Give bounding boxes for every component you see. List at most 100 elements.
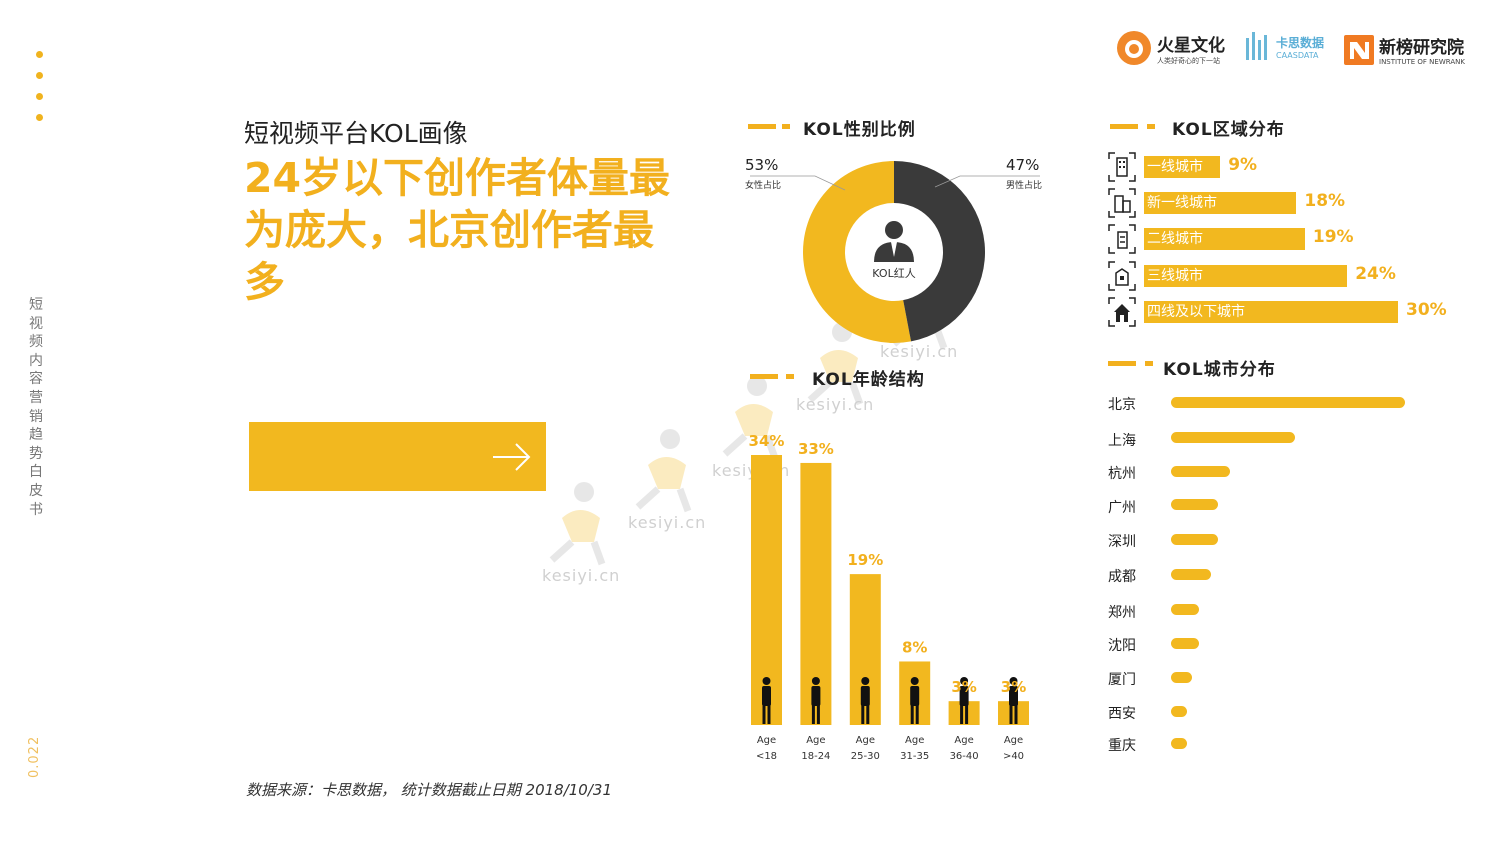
gender-section-marker [782,124,790,129]
logo-newrank: 新榜研究院 INSTITUTE OF NEWRANK [1344,33,1465,66]
watermark-figure-icon [549,482,606,566]
city-bar [1171,706,1188,717]
city-bar [1171,397,1405,408]
age-tick-label: 36-40 [950,751,979,762]
city-bar [1171,534,1218,545]
watermark-figure-icon [722,376,779,460]
female-pct: 53% [745,156,779,174]
person-silhouette-icon [811,677,821,724]
data-source-note: 数据来源：卡思数据， 统计数据截止日期 2018/10/31 [246,781,612,799]
city-label: 成都 [1108,569,1136,585]
city-bar [1171,499,1218,510]
age-bar-label: 3% [1001,678,1026,696]
city-label: 北京 [1108,397,1136,413]
city-label: 广州 [1108,500,1136,516]
city-bar [1171,738,1188,749]
city-label: 上海 [1108,433,1136,449]
city-bar [1171,432,1296,443]
building-mid-icon [1108,224,1136,254]
age-bar-label: 33% [798,440,834,458]
logo2-tagline: CAASDATA [1276,51,1319,60]
logo1-name: 火星文化 [1157,35,1225,56]
city-bar [1171,466,1230,477]
age-tick-label: Age [954,735,973,746]
age-section-title: KOL年龄结构 [812,370,925,390]
gender-donut-chart [803,161,986,343]
region-pct: 19% [1312,227,1354,247]
city-label: 杭州 [1108,466,1136,482]
page-headline: 24岁以下创作者体量最为庞大，北京创作者最多 [244,154,671,306]
watermark-text: kesiyi.cn [628,513,707,532]
city-label: 深圳 [1108,534,1136,550]
age-bar-label: 34% [749,432,785,450]
city-bar [1171,638,1200,649]
watermark-text: kesiyi.cn [880,342,959,361]
city-label: 沈阳 [1108,638,1136,654]
city-label: 厦门 [1108,672,1136,688]
page-number: 0.022 [27,735,42,778]
city-section-title: KOL城市分布 [1163,360,1276,380]
city-section-marker [1108,361,1136,366]
deco-dot [36,72,43,79]
age-bar-label: 19% [847,551,883,569]
deco-dot [36,93,43,100]
kol-person-icon [874,221,914,262]
age-bar-label: 3% [951,678,976,696]
person-silhouette-icon [959,677,969,724]
region-bar: 一线城市 [1144,156,1221,178]
logo-caasdata: 卡思数据 CAASDATA [1244,30,1324,64]
watermark-text: kesiyi.cn [542,566,621,585]
deco-dot [36,51,43,58]
logo3-tagline: INSTITUTE OF NEWRANK [1379,58,1465,66]
city-bar [1171,604,1200,615]
next-arrow-button[interactable] [249,422,546,491]
region-pct: 9% [1228,155,1258,175]
person-silhouette-icon [762,677,771,724]
male-label: 男性占比 [1006,181,1043,191]
logo1-tagline: 人类好奇心的下一站 [1157,56,1220,65]
caasdata-logo-icon [1246,32,1267,60]
region-bar: 三线城市 [1144,265,1348,287]
city-section-marker [1145,361,1153,366]
sidebar-vertical-title: 短视频内容营销趋势白皮书 [29,297,43,518]
watermark-figure-icon [635,429,692,513]
age-bar [998,701,1029,725]
person-silhouette-icon [860,677,870,724]
building-office-icon [1108,188,1136,218]
age-tick-label: Age [806,735,825,746]
age-tick-label: >40 [1003,751,1024,762]
region-pct: 30% [1406,300,1447,320]
age-bar [948,701,980,725]
city-bar [1171,569,1211,580]
person-silhouette-icon [910,677,920,724]
age-tick-label: 25-30 [851,751,880,762]
age-tick-label: Age [856,735,875,746]
building-low-icon [1108,261,1136,291]
gender-leader-lines [750,175,1040,191]
age-bar-label: 8% [902,638,927,656]
person-silhouette-icon [1009,677,1018,724]
house-icon [1108,297,1136,327]
city-bar [1171,672,1193,683]
region-pct: 18% [1304,191,1346,211]
region-bar: 新一线城市 [1144,192,1297,214]
age-bar-chart: 34% Age <18 33% Age 18-24 19% Age 25-30 8% Age 3… [749,432,1029,762]
age-tick-label: Age [757,735,776,746]
female-label: 女性占比 [745,181,782,191]
age-section-marker [786,374,794,379]
logo-huoxing: 火星文化 人类好奇心的下一站 [1116,30,1225,66]
city-label: 郑州 [1108,605,1136,621]
city-label: 西安 [1108,706,1136,722]
region-section-title: KOL区域分布 [1172,120,1285,140]
age-tick-label: 31-35 [900,751,929,762]
logo2-name: 卡思数据 [1276,36,1325,50]
age-tick-label: Age [905,735,924,746]
age-tick-label: 18-24 [801,751,830,762]
donut-center-label: KOL红人 [872,267,916,280]
newrank-logo-icon [1344,34,1374,65]
region-bar: 四线及以下城市 [1144,301,1398,323]
region-section-marker [1110,124,1138,129]
male-pct: 47% [1006,156,1040,174]
deco-dot [36,114,43,121]
age-tick-label: <18 [756,751,777,762]
